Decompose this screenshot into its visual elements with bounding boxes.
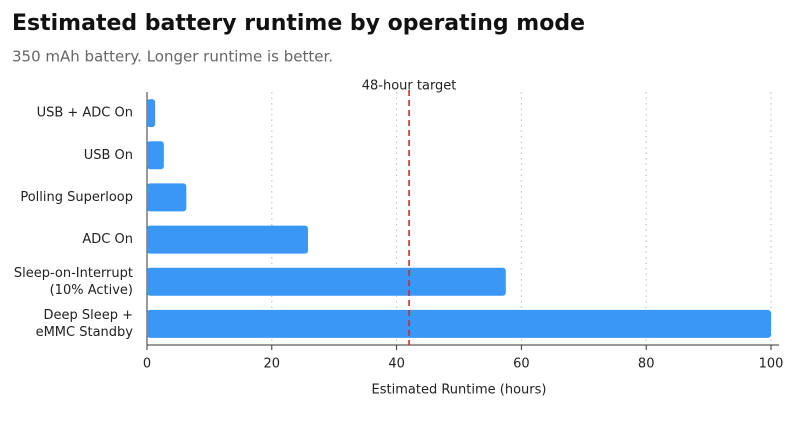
x-tick-label: 0: [143, 357, 151, 372]
y-tick-label: Polling Superloop: [20, 190, 133, 205]
y-tick-label: USB + ADC On: [37, 106, 133, 121]
y-tick-label: Deep Sleep +: [43, 308, 133, 323]
x-tick-label: 40: [388, 357, 405, 372]
bar: [147, 141, 164, 170]
bar: [147, 225, 308, 254]
chart-title: Estimated battery runtime by operating m…: [12, 11, 585, 36]
x-tick-label: 80: [638, 357, 655, 372]
bar: [147, 309, 771, 338]
bar: [147, 183, 187, 212]
x-axis-label: Estimated Runtime (hours): [372, 383, 547, 398]
x-tick-label: 20: [264, 357, 281, 372]
y-tick-label: Sleep-on-Interrupt: [14, 266, 133, 281]
y-tick-label: eMMC Standby: [36, 325, 134, 340]
y-tick-label: ADC On: [82, 232, 133, 247]
x-tick-label: 60: [513, 357, 530, 372]
y-tick-label: (10% Active): [50, 283, 133, 298]
target-label: 48-hour target: [362, 79, 457, 94]
chart-subtitle: 350 mAh battery. Longer runtime is bette…: [12, 48, 333, 66]
bar: [147, 267, 506, 296]
bar: [147, 99, 156, 128]
y-tick-label: USB On: [84, 148, 133, 163]
x-tick-label: 100: [759, 357, 784, 372]
